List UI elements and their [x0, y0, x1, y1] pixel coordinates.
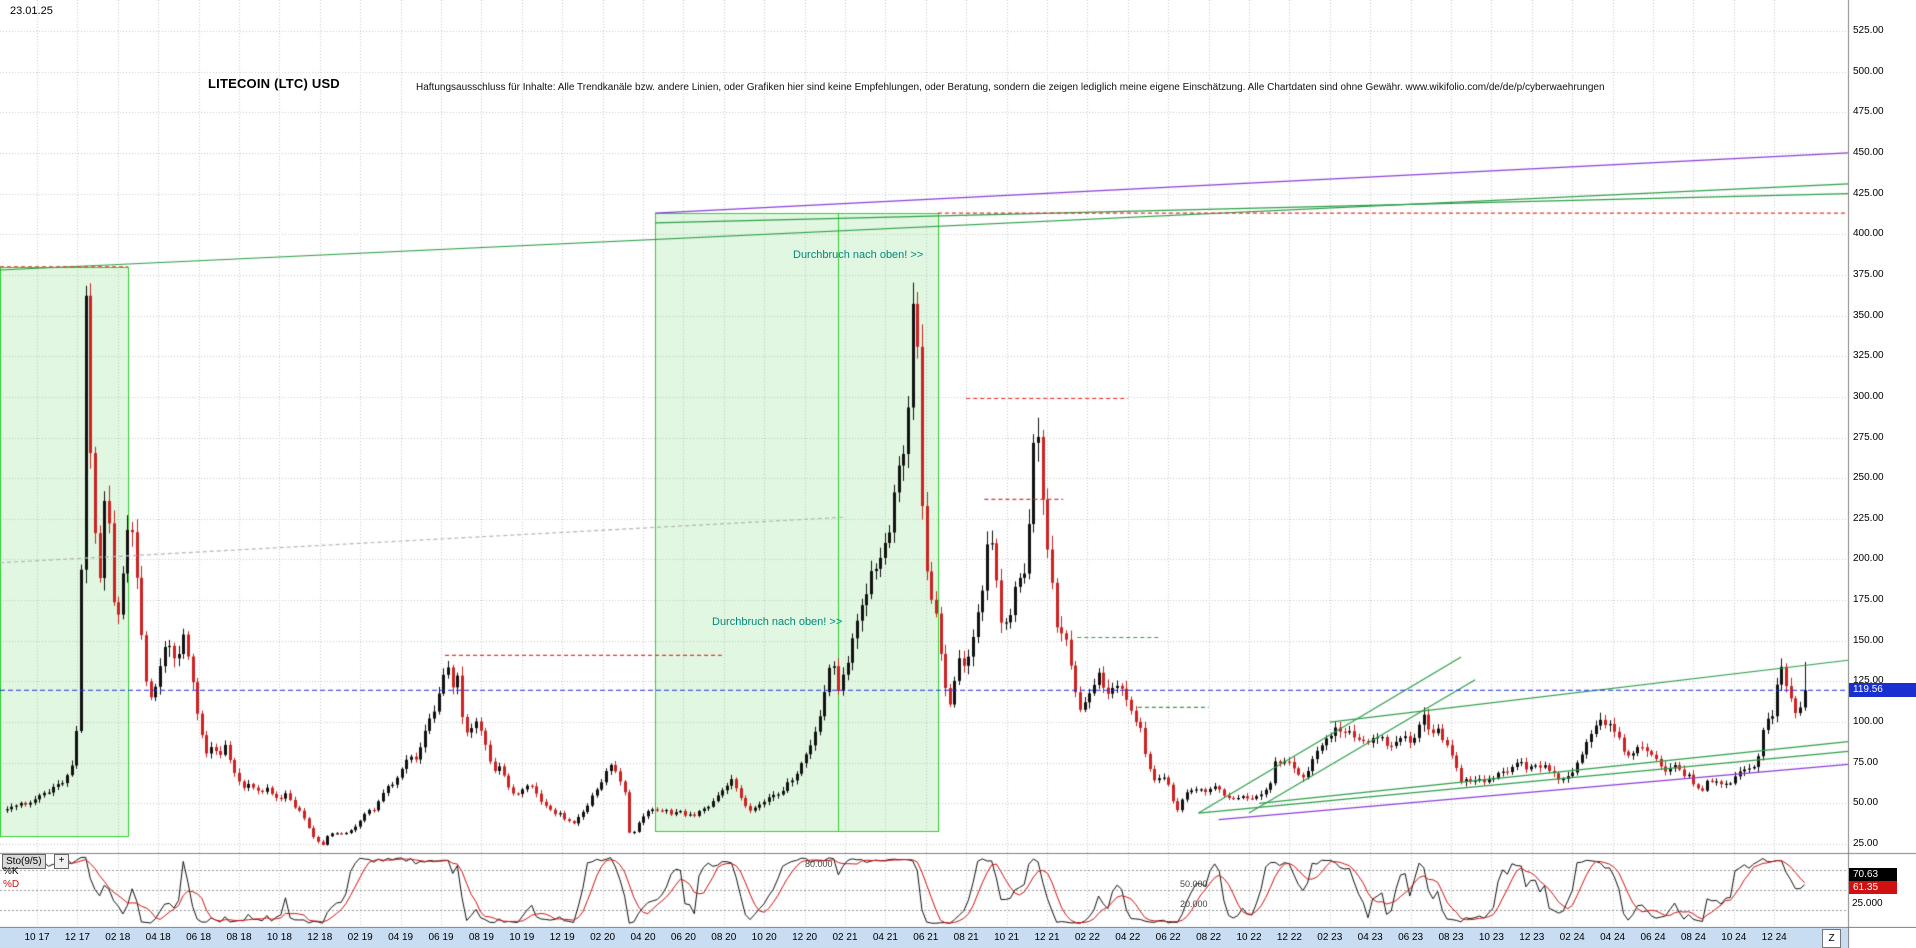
price-axis-label: 100.00	[1853, 716, 1884, 728]
date-axis-label: 12 18	[307, 932, 333, 943]
date-axis-label: 12 21	[1034, 932, 1060, 943]
date-axis-label: 08 24	[1680, 932, 1706, 943]
date-axis-label: 10 23	[1478, 932, 1504, 943]
stochastic-expand-button[interactable]: +	[54, 854, 69, 869]
stochastic-d-value-badge: 61.35	[1849, 881, 1897, 894]
date-axis-label: 04 19	[388, 932, 414, 943]
date-axis-label: 08 18	[226, 932, 252, 943]
date-axis-label: 02 20	[590, 932, 616, 943]
date-axis-label: 02 24	[1559, 932, 1585, 943]
price-axis-label: 525.00	[1853, 25, 1884, 36]
date-axis-label: 06 20	[670, 932, 696, 943]
price-axis-label: 250.00	[1853, 472, 1884, 484]
date-axis-label: 06 22	[1155, 932, 1181, 943]
price-axis-label: 450.00	[1853, 146, 1884, 158]
price-axis-label: 50.00	[1853, 797, 1879, 809]
date-axis-label: 04 20	[630, 932, 656, 943]
date-axis-label: 06 23	[1398, 932, 1424, 943]
date-axis-label: 06 21	[913, 932, 939, 943]
date-axis-label: 12 24	[1761, 932, 1787, 943]
date-axis-label: 12 22	[1276, 932, 1302, 943]
date-axis-label: 10 21	[994, 932, 1020, 943]
date-axis-label: 06 19	[428, 932, 454, 943]
date-axis-label: 08 22	[1196, 932, 1222, 943]
stochastic-k-value-badge: 70.63	[1849, 868, 1897, 881]
price-axis-label: 475.00	[1853, 106, 1884, 118]
price-axis-label: 75.00	[1853, 756, 1879, 768]
date-axis-label: 02 18	[105, 932, 131, 943]
price-axis-label: 300.00	[1853, 390, 1884, 402]
price-axis-label: 425.00	[1853, 187, 1884, 199]
date-axis-label: 04 18	[145, 932, 171, 943]
price-axis-label: 325.00	[1853, 350, 1884, 362]
date-axis-label: 02 23	[1317, 932, 1343, 943]
price-axis-label: 200.00	[1853, 553, 1884, 565]
date-axis-label: 02 21	[832, 932, 858, 943]
price-axis-label: 125.00	[1853, 675, 1884, 687]
chart-date: 23.01.25	[10, 5, 53, 17]
price-axis-label: 500.00	[1853, 65, 1884, 77]
price-axis-label: 175.00	[1853, 594, 1884, 606]
date-axis-label: 04 21	[872, 932, 898, 943]
date-axis-label: 08 21	[953, 932, 979, 943]
price-axis-label: 275.00	[1853, 431, 1884, 443]
date-axis-label: 10 18	[266, 932, 292, 943]
date-axis-label: 04 24	[1600, 932, 1626, 943]
date-axis-label: 10 19	[509, 932, 535, 943]
stochastic-d-label: %D	[3, 879, 20, 890]
price-axis-label: 375.00	[1853, 268, 1884, 280]
stochastic-k-label: %K	[3, 866, 19, 877]
date-axis-label: 10 20	[751, 932, 777, 943]
date-axis-label: 10 17	[24, 932, 50, 943]
date-axis-label: 06 18	[186, 932, 212, 943]
date-axis-label: 08 23	[1438, 932, 1464, 943]
stochastic-level-label: 50.000	[1180, 879, 1208, 889]
date-axis-label: 02 19	[347, 932, 373, 943]
date-axis-label: 08 19	[468, 932, 494, 943]
stochastic-axis-label: 25.000	[1852, 898, 1883, 909]
date-axis-label: 12 19	[549, 932, 575, 943]
stochastic-level-label: 80.000	[805, 858, 833, 869]
date-axis-label: 04 23	[1357, 932, 1383, 943]
price-axis-label: 150.00	[1853, 634, 1884, 646]
stochastic-indicator-label: Sto(9/5)	[2, 854, 46, 869]
date-axis-label: 08 20	[711, 932, 737, 943]
price-axis-label: 225.00	[1853, 512, 1884, 524]
disclaimer-text: Haftungsausschluss für Inhalte: Alle Tre…	[416, 82, 1605, 93]
date-axis-label: 12 23	[1519, 932, 1545, 943]
breakout-annotation-upper: Durchbruch nach oben! >>	[793, 249, 924, 261]
date-axis-label: 04 22	[1115, 932, 1141, 943]
price-axis-label: 400.00	[1853, 228, 1884, 240]
chart-title: LITECOIN (LTC) USD	[208, 76, 340, 91]
current-price-badge: 119.56	[1849, 683, 1916, 697]
breakout-annotation-lower: Durchbruch nach oben! >>	[712, 616, 843, 628]
date-axis-label: 10 24	[1721, 932, 1747, 943]
stochastic-level-label: 20.000	[1180, 899, 1208, 910]
date-axis[interactable]: 10 17 12 17 02 18 04 18 06 18 08 18 10 18 12 18…	[0, 928, 1848, 948]
price-axis-label: 350.00	[1853, 309, 1884, 321]
price-axis-label: 25.00	[1853, 838, 1879, 849]
date-axis-label: 02 22	[1074, 932, 1100, 943]
date-axis-label: 12 17	[64, 932, 90, 943]
axis-end-button[interactable]: Z	[1822, 929, 1841, 948]
date-axis-label: 10 22	[1236, 932, 1262, 943]
date-axis-label: 12 20	[792, 932, 818, 943]
date-axis-label: 06 24	[1640, 932, 1666, 943]
